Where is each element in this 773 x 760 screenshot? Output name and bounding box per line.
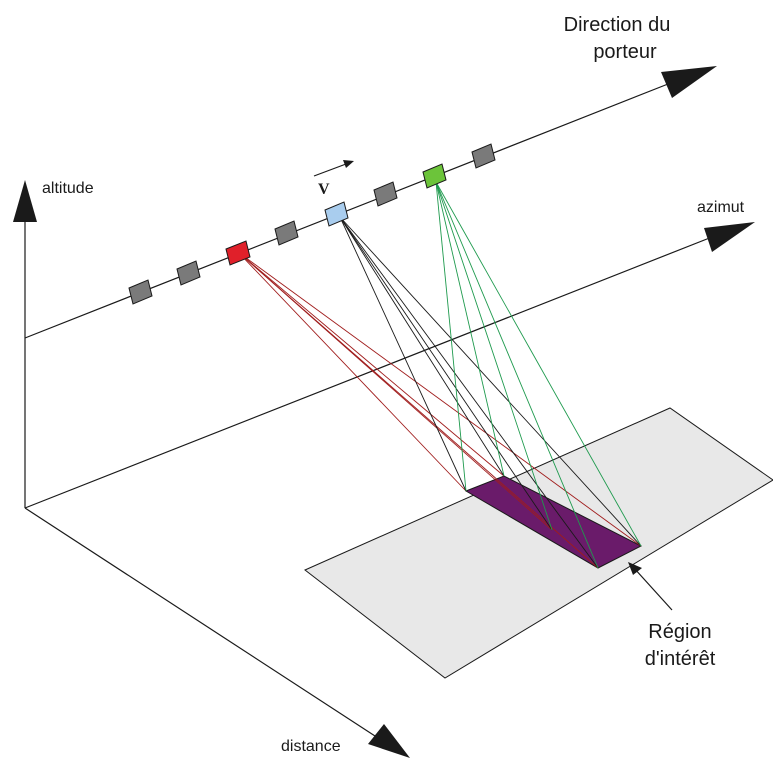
antenna-inactive <box>471 143 496 169</box>
azimut-axis <box>24 236 713 509</box>
beams-green <box>435 181 642 569</box>
antenna-inactive <box>274 220 299 246</box>
antenna-inactive <box>128 279 153 305</box>
antenna-active-blue <box>324 201 349 227</box>
altitude-label: altitude <box>42 180 94 197</box>
velocity-label: V <box>318 181 330 198</box>
distance-label: distance <box>281 738 341 755</box>
antenna-active-green <box>422 163 447 189</box>
region-label-line2: d'intérêt <box>645 648 716 670</box>
distance-axis <box>24 507 376 737</box>
region-pointer-shaft <box>633 567 673 611</box>
region-label-line1: Région <box>648 621 711 643</box>
azimut-arrowhead-icon <box>704 222 755 252</box>
region-pointer-arrowhead-icon <box>628 562 642 575</box>
beams-red <box>237 251 642 569</box>
distance-arrowhead-icon <box>368 724 410 758</box>
altitude-arrowhead-icon <box>13 180 37 222</box>
beams-black <box>339 216 642 569</box>
axes <box>24 83 713 737</box>
velocity-arrow-shaft <box>313 163 347 177</box>
antenna-active-red <box>225 240 251 266</box>
direction-arrowhead-icon <box>661 66 717 98</box>
antenna-positions <box>128 143 496 305</box>
antenna-inactive <box>176 260 201 286</box>
direction-label-line1: Direction du <box>564 14 671 36</box>
direction-label-line2: porteur <box>593 41 657 63</box>
azimut-label: azimut <box>697 199 745 216</box>
ground-plane <box>304 407 773 679</box>
antenna-inactive <box>373 181 398 207</box>
velocity-arrowhead-icon <box>343 160 354 168</box>
